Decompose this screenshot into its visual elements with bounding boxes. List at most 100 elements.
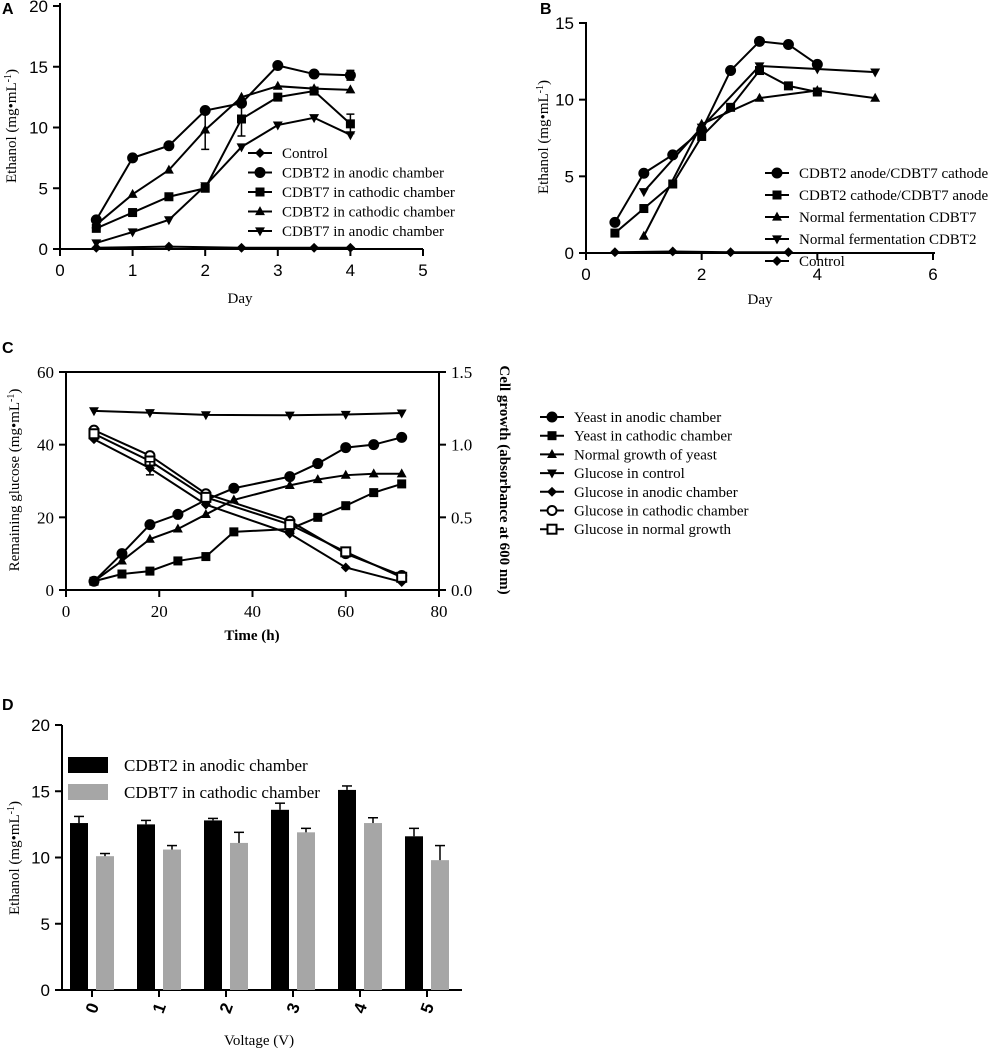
panel-c-point-glucose-in-normal-growth: [200, 491, 212, 503]
panel-a-point-control: [163, 241, 174, 252]
panel-d: D 0 5 10 15 20 0 1 2 3 4 5 CDBT2 in anodic chamber…: [2, 697, 462, 1049]
panel-d-legend-swatch-cdbt2-in-anodic-chamber: [68, 757, 108, 773]
panel-c-x-tick-label: 40: [244, 602, 261, 621]
panel-a-point-control: [345, 242, 356, 253]
panel-b-point-control: [725, 247, 736, 258]
panel-c-point-normal-growth-of-yeast: [396, 468, 407, 478]
panel-a-point-cdbt7-in-anodic-chamber: [236, 143, 247, 153]
panel-a-x-tick-label: 1: [128, 261, 137, 280]
panel-c-legend-marker-normal-growth-of-yeast: [547, 449, 557, 458]
panel-d-x-axis-title: Voltage (V): [224, 1033, 294, 1049]
panel-c-point-yeast-in-cathodic-chamber: [369, 488, 379, 498]
panel-d-x-tick-label: 0: [82, 1000, 103, 1015]
panel-d-legend-label: CDBT2 in anodic chamber: [124, 756, 308, 775]
panel-b-legend-marker-cdbt2-anode-cdbt7-cathode: [771, 167, 783, 179]
panel-c-legend-marker-glucose-in-anodic-chamber: [547, 486, 557, 497]
panel-c-x-tick-label: 20: [151, 602, 168, 621]
panel-c-y-tick-label: 60: [37, 363, 54, 382]
panel-c-point-yeast-in-cathodic-chamber: [229, 527, 239, 537]
panel-b-x-tick-label: 0: [581, 265, 590, 284]
panel-c-legend-marker-yeast-in-cathodic-chamber: [547, 431, 557, 441]
panel-c-y-tick-label: 20: [37, 508, 54, 527]
panel-c-point-yeast-in-anodic-chamber: [144, 519, 156, 531]
panel-b-point-cdbt2-cathode-cdbt7-anode: [726, 102, 736, 112]
panel-d-x-tick-label: 5: [417, 1000, 438, 1015]
panel-d-x-tick-label: 2: [216, 1000, 237, 1015]
panel-c-series-line-yeast-in-cathodic-chamber: [93, 482, 402, 583]
panel-c-legend-label: Glucose in cathodic chamber: [574, 504, 749, 520]
panel-a-point-control: [309, 242, 320, 253]
panel-b-series-line-control: [614, 250, 789, 254]
panel-label-c: C: [2, 340, 14, 357]
panel-label-a: A: [2, 1, 14, 18]
panel-b-point-cdbt2-cathode-cdbt7-anode: [639, 204, 649, 214]
panel-b-point-normal-fermentation-cdbt2: [696, 123, 707, 133]
panel-b-legend-label: CDBT2 anode/CDBT7 cathode: [799, 166, 988, 182]
panel-c-point-glucose-in-control: [284, 411, 295, 421]
panel-b-legend-marker-normal-fermentation-cdbt7: [772, 211, 782, 221]
panel-c-right-y-tick-label: 1.5: [451, 363, 472, 382]
panel-c: C 0 20 40 60 80 0 20 40 60 0.0 0.5 1.0 1.5 Yeast in …: [2, 340, 749, 644]
panel-a-x-tick-label: 3: [273, 261, 282, 280]
panel-a-legend-label: CDBT7 in anodic chamber: [282, 224, 444, 240]
panel-b-point-cdbt2-anode-cdbt7-cathode: [782, 38, 794, 50]
panel-c-right-y-tick-label: 1.0: [451, 436, 472, 455]
panel-c-legend-label: Glucose in normal growth: [574, 522, 732, 538]
panel-b-point-normal-fermentation-cdbt7: [812, 85, 823, 95]
panel-a-y-tick-label: 10: [29, 119, 48, 138]
panel-a-y-tick-label: 5: [39, 179, 48, 198]
panel-c-legend-label: Yeast in cathodic chamber: [574, 429, 732, 445]
panel-a-legend-marker-control: [255, 148, 265, 158]
panel-a-point-cdbt2-in-cathodic-chamber: [163, 164, 174, 174]
panel-d-y-tick-label: 20: [31, 716, 50, 735]
panel-a-series-line-cdbt7-in-cathodic-chamber: [95, 89, 352, 230]
panel-c-series-line-glucose-in-control: [93, 409, 402, 417]
panel-c-legend-label: Yeast in anodic chamber: [574, 410, 721, 426]
panel-c-point-glucose-in-normal-growth: [396, 571, 408, 583]
panel-c-point-glucose-in-control: [144, 409, 155, 419]
panel-a-point-cdbt7-in-anodic-chamber: [309, 114, 320, 124]
panel-d-legend-label: CDBT7 in cathodic chamber: [124, 783, 320, 802]
panel-c-point-normal-growth-of-yeast: [200, 509, 211, 519]
panel-a-point-control: [236, 242, 247, 253]
panel-a-y-tick-label: 20: [29, 0, 48, 16]
panel-label-b: B: [540, 1, 552, 18]
panel-d-bar-cdbt7-in-cathodic-chamber: [163, 849, 181, 990]
panel-c-series-line-normal-growth-of-yeast: [93, 472, 402, 583]
panel-c-x-tick-label: 60: [337, 602, 354, 621]
panel-c-point-yeast-in-anodic-chamber: [228, 482, 240, 494]
panel-b-point-normal-fermentation-cdbt7: [870, 92, 881, 102]
panel-c-right-y-axis-title: Cell growth (absorbance at 600 nm): [496, 365, 512, 594]
panel-c-point-yeast-in-cathodic-chamber: [313, 512, 323, 522]
panel-d-bar-cdbt2-in-anodic-chamber: [338, 789, 356, 990]
panel-a-x-tick-label: 0: [55, 261, 64, 280]
panel-a-point-cdbt7-in-cathodic-chamber: [128, 208, 138, 218]
panel-c-point-normal-growth-of-yeast: [144, 533, 155, 543]
panel-d-y-tick-label: 0: [41, 981, 50, 1000]
panel-c-series-line-glucose-in-cathodic-chamber: [93, 429, 403, 577]
panel-b-point-cdbt2-cathode-cdbt7-anode: [783, 81, 793, 91]
panel-c-point-normal-growth-of-yeast: [312, 474, 323, 484]
panel-c-series-line-yeast-in-anodic-chamber: [93, 436, 402, 582]
panel-a-legend-label: CDBT2 in anodic chamber: [282, 166, 444, 182]
panel-d-bar-cdbt2-in-anodic-chamber: [271, 809, 289, 990]
panel-c-point-yeast-in-anodic-chamber: [312, 458, 324, 470]
panel-c-point-normal-growth-of-yeast: [284, 479, 295, 489]
panel-b-x-tick-label: 4: [813, 265, 822, 284]
panel-c-point-glucose-in-anodic-chamber: [284, 528, 295, 539]
panel-a-point-cdbt2-in-anodic-chamber: [127, 152, 139, 164]
panel-b-point-cdbt2-anode-cdbt7-cathode: [725, 65, 737, 77]
panel-b-y-tick-label: 0: [565, 244, 574, 263]
panel-c-legend-label: Normal growth of yeast: [574, 447, 718, 463]
panel-a-point-cdbt7-in-cathodic-chamber: [164, 192, 174, 202]
panel-b-legend-marker-cdbt2-cathode-cdbt7-anode: [772, 190, 782, 200]
panel-b-legend-marker-normal-fermentation-cdbt2: [772, 235, 782, 245]
panel-b-series-line-cdbt2-cathode-cdbt7-anode: [614, 69, 818, 234]
panel-c-y-tick-label: 0: [46, 581, 55, 600]
panel-b-x-tick-label: 6: [928, 265, 937, 284]
panel-a-point-cdbt7-in-anodic-chamber: [200, 182, 211, 192]
panel-c-point-yeast-in-cathodic-chamber: [397, 479, 407, 489]
panel-a-y-tick-label: 15: [29, 58, 48, 77]
panel-a-x-axis-title: Day: [228, 291, 253, 307]
panel-a-legend-marker-cdbt2-in-anodic-chamber: [254, 167, 266, 178]
